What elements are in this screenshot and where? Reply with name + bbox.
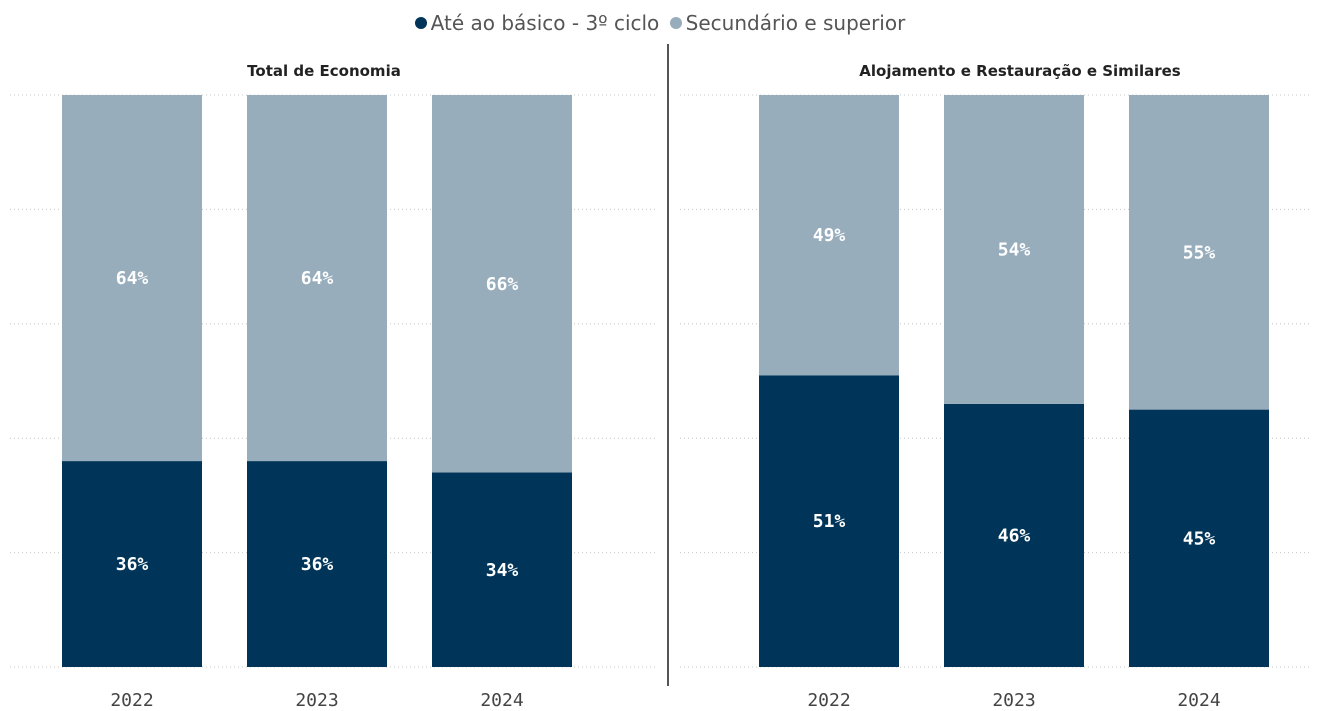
- data-label: 36%: [116, 554, 149, 575]
- legend-dot-icon: [414, 17, 427, 29]
- data-label: 55%: [1183, 242, 1216, 263]
- bar-segment-secundario-2022[interactable]: [62, 95, 202, 462]
- bar-segment-secundario-2022[interactable]: [759, 95, 899, 376]
- legend-label: Secundário e superior: [685, 11, 906, 35]
- bar-segment-basico-2023[interactable]: [247, 461, 387, 667]
- chart-legend: Até ao básico - 3º ciclo Secundário e su…: [0, 10, 1320, 35]
- bar-segment-basico-2024[interactable]: [1129, 409, 1269, 667]
- panel-total-economia: Total de Economia 36% 64% 2022 36% 64% 2023 34%…: [10, 62, 655, 711]
- bar-segment-secundario-2024[interactable]: [432, 95, 572, 473]
- legend-dot-icon: [669, 17, 682, 29]
- panel-alojamento-restauracao: Alojamento e Restauração e Similares 51% 4…: [680, 62, 1310, 711]
- bar-segment-basico-2023[interactable]: [944, 403, 1084, 667]
- bar-segment-basico-2022[interactable]: [759, 375, 899, 667]
- x-tick-label: 2023: [992, 690, 1035, 711]
- data-label: 66%: [486, 274, 519, 295]
- x-tick-label: 2024: [480, 690, 523, 711]
- bar-segment-secundario-2024[interactable]: [1129, 95, 1269, 410]
- bar-segment-secundario-2023[interactable]: [944, 95, 1084, 404]
- data-label: 64%: [301, 268, 334, 289]
- data-label: 34%: [486, 560, 519, 581]
- legend-label: Até ao básico - 3º ciclo: [430, 11, 660, 35]
- x-tick-label: 2023: [295, 690, 338, 711]
- legend-item-secundario[interactable]: Secundário e superior: [669, 11, 906, 35]
- bar-segment-basico-2022[interactable]: [62, 461, 202, 667]
- data-label: 45%: [1183, 528, 1216, 549]
- x-tick-label: 2024: [1177, 690, 1220, 711]
- x-tick-label: 2022: [110, 690, 153, 711]
- data-label: 51%: [813, 511, 846, 532]
- data-label: 54%: [998, 239, 1031, 260]
- data-label: 36%: [301, 554, 334, 575]
- bar-segment-basico-2024[interactable]: [432, 472, 572, 667]
- legend-item-basico[interactable]: Até ao básico - 3º ciclo: [414, 11, 660, 35]
- data-label: 49%: [813, 225, 846, 246]
- data-label: 64%: [116, 268, 149, 289]
- bar-segment-secundario-2023[interactable]: [247, 95, 387, 462]
- x-tick-label: 2022: [807, 690, 850, 711]
- panel-title: Total de Economia: [247, 62, 401, 80]
- panel-title: Alojamento e Restauração e Similares: [859, 62, 1181, 80]
- data-label: 46%: [998, 525, 1031, 546]
